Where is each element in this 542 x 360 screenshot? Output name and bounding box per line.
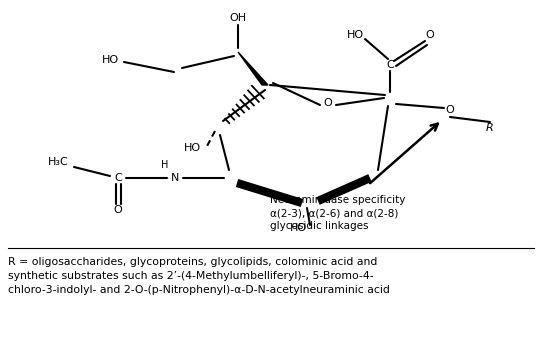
Text: chloro-3-indolyl- and 2-O-(p-Nitrophenyl)-α-D-N-acetylneuraminic acid: chloro-3-indolyl- and 2-O-(p-Nitrophenyl… [8,285,390,295]
Text: C: C [386,60,394,70]
Text: C: C [114,173,122,183]
Text: N: N [171,173,179,183]
Text: HO: HO [101,55,119,65]
Text: O: O [446,105,454,115]
Text: O: O [114,205,122,215]
Text: OH: OH [229,13,247,23]
Text: H₃C: H₃C [48,157,68,167]
Text: synthetic substrates such as 2’-(4-Methylumbelliferyl)-, 5-Bromo-4-: synthetic substrates such as 2’-(4-Methy… [8,271,373,281]
Text: H: H [162,160,169,170]
Text: HO: HO [346,30,364,40]
Text: R: R [486,123,494,133]
Polygon shape [238,52,268,85]
Text: R = oligosaccharides, glycoproteins, glycolipids, colominic acid and: R = oligosaccharides, glycoproteins, gly… [8,257,377,267]
Text: Neuraminidase specificity: Neuraminidase specificity [270,195,405,205]
Text: α(2-3), α(2-6) and α(2-8): α(2-3), α(2-6) and α(2-8) [270,208,398,218]
Text: O: O [324,98,332,108]
Text: HO: HO [289,223,307,233]
Text: HO: HO [183,143,201,153]
Text: glycosidic linkages: glycosidic linkages [270,221,369,231]
Text: O: O [425,30,434,40]
